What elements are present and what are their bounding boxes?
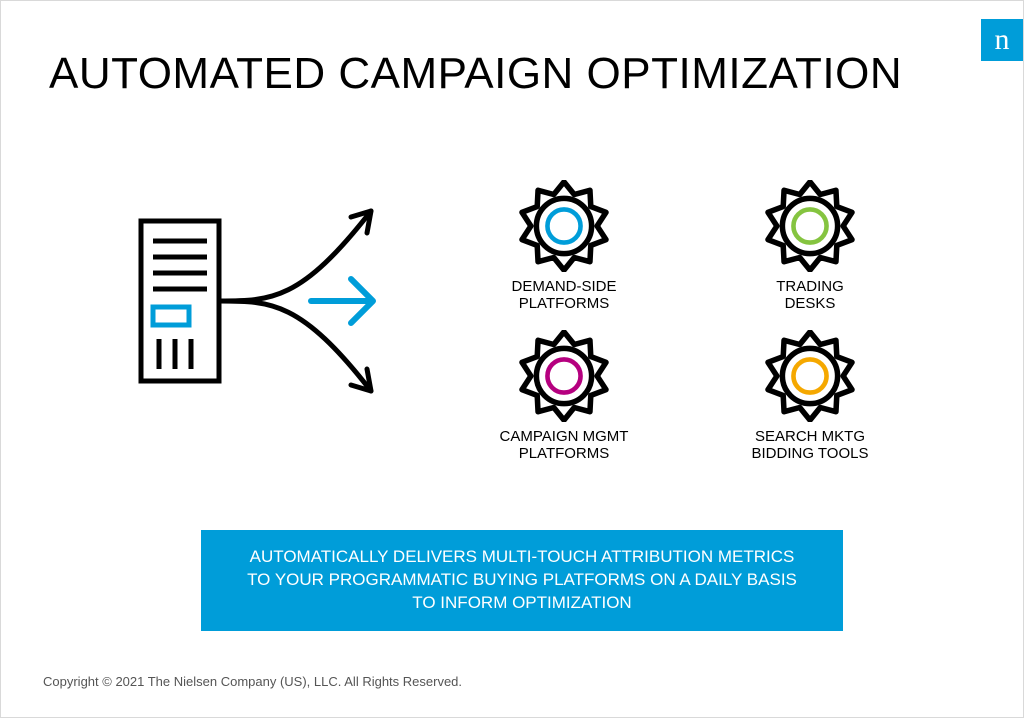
gear-label: CAMPAIGN MGMT PLATFORMS xyxy=(500,428,629,463)
gear-trading-desks: TRADING DESKS xyxy=(717,180,903,313)
brand-logo-letter: n xyxy=(995,23,1010,57)
gear-label: SEARCH MKTG BIDDING TOOLS xyxy=(752,428,869,463)
gear-campaign-mgmt: CAMPAIGN MGMT PLATFORMS xyxy=(471,330,657,463)
gear-search-mktg: SEARCH MKTG BIDDING TOOLS xyxy=(717,330,903,463)
gear-icon xyxy=(518,330,610,422)
server-icon xyxy=(141,221,219,381)
slide: n AUTOMATED CAMPAIGN OPTIMIZATION xyxy=(1,1,1023,717)
diagram-row: DEMAND-SIDE PLATFORMS TRADING DESKS CAMP… xyxy=(1,151,1023,491)
flow-svg xyxy=(1,151,461,451)
flow-diagram xyxy=(1,151,461,491)
page-title: AUTOMATED CAMPAIGN OPTIMIZATION xyxy=(49,49,975,99)
gear-icon xyxy=(518,180,610,272)
gear-label: TRADING DESKS xyxy=(776,278,844,313)
gear-label: DEMAND-SIDE PLATFORMS xyxy=(511,278,616,313)
flow-arrow-center-icon xyxy=(311,279,373,323)
gear-grid: DEMAND-SIDE PLATFORMS TRADING DESKS CAMP… xyxy=(461,180,1023,463)
brand-logo: n xyxy=(981,19,1023,61)
gear-demand-side: DEMAND-SIDE PLATFORMS xyxy=(471,180,657,313)
gear-icon xyxy=(764,330,856,422)
copyright-text: Copyright © 2021 The Nielsen Company (US… xyxy=(43,674,462,689)
gear-icon xyxy=(764,180,856,272)
summary-banner: AUTOMATICALLY DELIVERS MULTI-TOUCH ATTRI… xyxy=(201,530,843,631)
